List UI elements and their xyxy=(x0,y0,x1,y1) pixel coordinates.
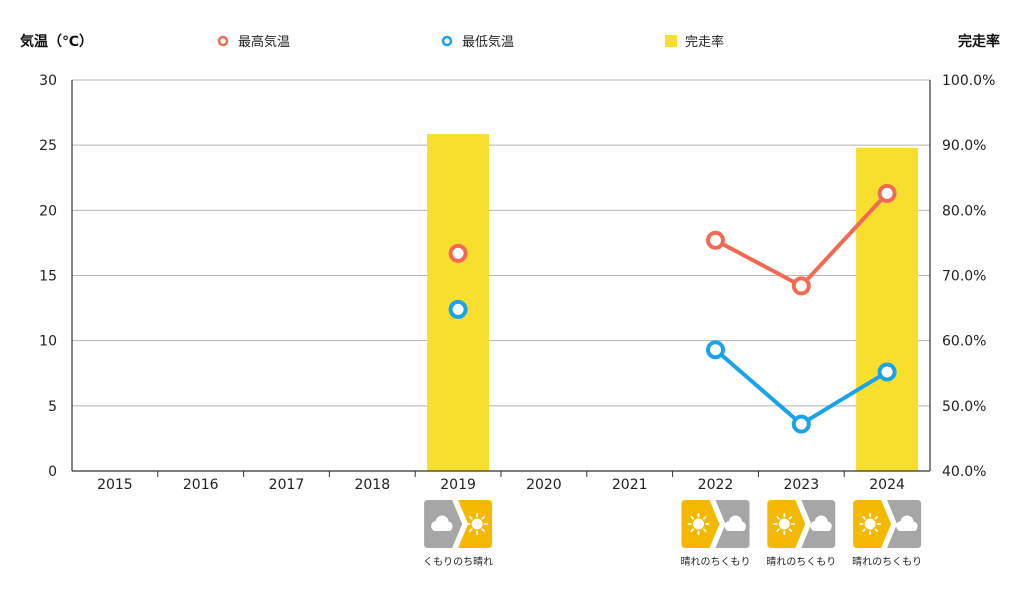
weather-label: 晴れのちくもり xyxy=(852,555,922,568)
series-point xyxy=(877,183,897,203)
series-point xyxy=(448,299,468,319)
axes: 0 5 10 15 20 25 30 40.0% 50.0% 60.0% 70.0% 80.0% 90.… xyxy=(39,73,995,493)
sun-icon xyxy=(773,513,796,535)
series-point xyxy=(791,276,811,296)
right-tick-label: 50.0% xyxy=(942,399,986,415)
left-tick-label: 20 xyxy=(39,203,57,219)
sun-icon xyxy=(859,513,881,535)
right-tick-label: 100.0% xyxy=(942,73,995,89)
sun-icon xyxy=(466,513,489,535)
cloud-icon xyxy=(431,515,453,531)
weather-badge: 晴れのちくもり xyxy=(852,500,922,568)
right-tick-label: 70.0% xyxy=(942,269,986,285)
legend-label: 最低気温 xyxy=(462,34,514,50)
weather-label: くもりのち晴れ xyxy=(423,555,493,568)
x-tick-label: 2020 xyxy=(526,477,562,493)
sun-icon xyxy=(687,513,710,535)
right-axis-title: 完走率 xyxy=(958,33,1000,50)
right-tick-label: 60.0% xyxy=(942,334,986,350)
weather-label: 晴れのちくもり xyxy=(681,555,751,568)
bars xyxy=(427,134,919,472)
right-tick-label: 40.0% xyxy=(942,464,986,480)
series-point xyxy=(706,340,725,360)
x-tick-label: 2016 xyxy=(183,477,219,493)
legend-marker xyxy=(441,35,453,47)
weather-badge: くもりのち晴れ xyxy=(423,500,493,568)
legend-marker xyxy=(665,35,677,47)
lines xyxy=(448,183,897,434)
left-tick-label: 15 xyxy=(39,269,57,285)
x-tick-label: 2024 xyxy=(869,477,905,493)
legend: 最高気温 最低気温 完走率 xyxy=(217,34,724,50)
left-tick-label: 30 xyxy=(39,73,57,89)
weather-label: 晴れのちくもり xyxy=(766,555,836,568)
left-tick-label: 10 xyxy=(39,334,57,350)
series-point xyxy=(706,230,725,250)
left-tick-label: 5 xyxy=(48,399,57,415)
left-tick-label: 0 xyxy=(48,464,57,480)
x-tick-label: 2021 xyxy=(612,477,648,493)
series-point xyxy=(877,362,897,382)
weather-badges: くもりのち晴れ 晴れのちくもり 晴れのちくもり 晴れのちくもり xyxy=(423,500,922,568)
x-tick-label: 2022 xyxy=(698,477,734,493)
cloud-icon xyxy=(810,515,832,531)
legend-label: 最高気温 xyxy=(238,34,290,50)
weather-badge: 晴れのちくもり xyxy=(766,500,836,568)
series-point xyxy=(791,414,811,434)
x-tick-label: 2018 xyxy=(354,477,390,493)
left-tick-label: 25 xyxy=(39,138,57,154)
x-tick-label: 2023 xyxy=(783,477,819,493)
cloud-icon xyxy=(724,515,746,531)
weather-badge: 晴れのちくもり xyxy=(681,500,751,568)
x-tick-label: 2015 xyxy=(97,477,133,493)
x-tick-label: 2019 xyxy=(440,477,476,493)
right-tick-label: 80.0% xyxy=(942,203,986,219)
legend-label: 完走率 xyxy=(685,34,724,50)
gridlines xyxy=(72,79,930,407)
x-tick-label: 2017 xyxy=(269,477,305,493)
left-axis-title: 気温（℃） xyxy=(20,33,93,50)
right-tick-label: 90.0% xyxy=(942,138,986,154)
cloud-icon xyxy=(896,515,918,531)
legend-marker xyxy=(217,35,229,47)
series-point xyxy=(448,243,468,263)
